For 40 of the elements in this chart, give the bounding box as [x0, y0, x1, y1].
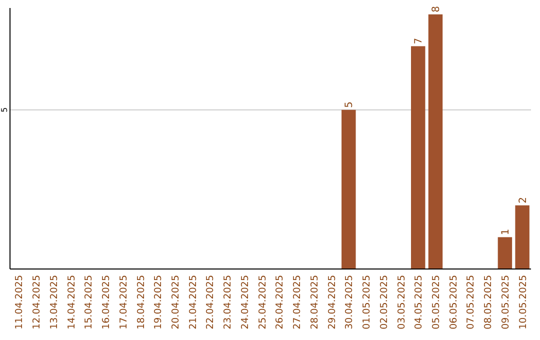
x-tick-label: 04.05.2025 — [414, 275, 425, 330]
x-tick-label: 10.05.2025 — [518, 275, 529, 330]
x-tick-label: 24.04.2025 — [240, 275, 251, 330]
data-label: 1 — [500, 228, 512, 236]
x-tick-label: 07.05.2025 — [466, 275, 477, 330]
x-tick-label: 08.05.2025 — [483, 275, 494, 330]
x-tick-label: 28.04.2025 — [309, 275, 320, 330]
x-tick-label: 06.05.2025 — [448, 275, 460, 330]
x-tick-label: 16.04.2025 — [101, 275, 112, 330]
x-tick-label: 15.04.2025 — [84, 275, 95, 330]
x-tick-label: 13.04.2025 — [48, 275, 60, 330]
x-tick-label: 11.04.2025 — [14, 275, 26, 330]
bar — [498, 237, 512, 269]
x-tick-label: 14.04.2025 — [66, 275, 78, 330]
x-tick-label: 25.04.2025 — [257, 275, 268, 330]
x-tick-label: 05.05.2025 — [430, 275, 442, 330]
bar — [515, 205, 530, 269]
x-tick-label: 01.05.2025 — [362, 275, 373, 330]
x-tick-label: 17.04.2025 — [118, 275, 130, 330]
x-tick-label: 02.05.2025 — [378, 275, 390, 330]
x-tick-label: 22.04.2025 — [205, 275, 216, 330]
bar — [342, 110, 356, 269]
data-label: 5 — [344, 101, 356, 108]
x-tick-label: 19.04.2025 — [153, 275, 164, 330]
x-tick-label: 27.04.2025 — [292, 275, 304, 330]
x-tick-label: 26.04.2025 — [274, 275, 286, 330]
data-label: 2 — [518, 196, 529, 204]
x-tick-label: 29.04.2025 — [326, 275, 338, 330]
data-label: 7 — [414, 38, 425, 44]
bar — [428, 14, 443, 269]
x-tick-label: 21.04.2025 — [188, 275, 199, 330]
x-tick-label: 03.05.2025 — [396, 275, 408, 330]
data-label: 8 — [430, 6, 442, 12]
bar — [410, 46, 426, 269]
x-tick-label: 18.04.2025 — [136, 275, 147, 330]
x-tick-label: 12.04.2025 — [32, 275, 43, 330]
x-tick-label: 23.04.2025 — [222, 275, 234, 330]
x-tick-label: 09.05.2025 — [500, 275, 512, 330]
x-tick-label: 20.04.2025 — [170, 275, 182, 330]
x-tick-label: 30.04.2025 — [344, 275, 356, 330]
